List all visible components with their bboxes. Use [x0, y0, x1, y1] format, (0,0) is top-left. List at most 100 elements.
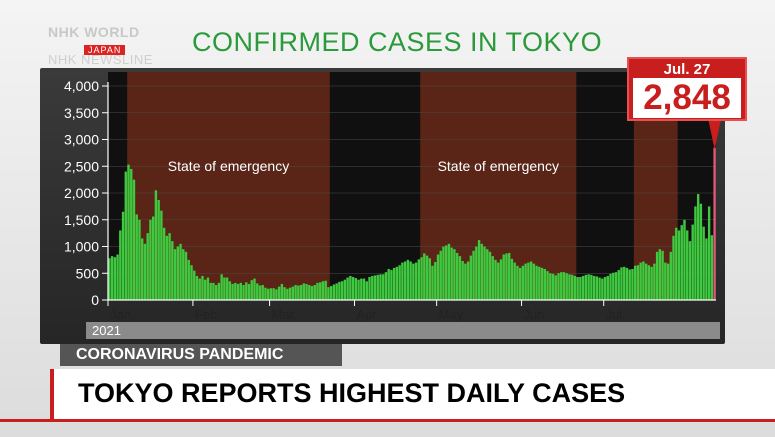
bar — [538, 266, 541, 300]
bar — [294, 285, 297, 300]
bar — [439, 250, 442, 300]
bar — [286, 288, 289, 300]
bar — [453, 249, 456, 300]
x-tick-label: May — [439, 307, 464, 322]
bar — [631, 268, 634, 300]
bar — [675, 227, 678, 300]
bar — [116, 254, 119, 300]
bar — [234, 282, 237, 300]
bar — [225, 277, 229, 300]
bar — [409, 261, 412, 300]
bar — [236, 283, 240, 300]
bar — [466, 261, 470, 300]
bar — [165, 235, 169, 300]
bar — [469, 255, 473, 300]
bar — [256, 283, 259, 300]
bar — [417, 259, 421, 300]
bar — [472, 250, 475, 300]
bar — [250, 280, 253, 300]
bar — [688, 241, 692, 300]
bar — [669, 251, 672, 300]
y-tick-label: 2,000 — [64, 185, 99, 201]
bar — [299, 285, 303, 300]
bar — [143, 243, 147, 300]
bar — [570, 274, 574, 300]
bar — [360, 278, 363, 300]
bar — [581, 275, 585, 300]
x-tick-label: Jun. — [524, 307, 549, 322]
bar — [132, 179, 136, 300]
bar — [412, 263, 415, 300]
bar — [598, 277, 601, 300]
bar — [124, 171, 127, 300]
bottom-accent-line — [0, 419, 775, 422]
bar — [272, 288, 275, 300]
bar — [458, 256, 462, 300]
bar — [554, 275, 557, 300]
bar — [521, 265, 525, 300]
bar — [135, 214, 138, 300]
bar — [351, 276, 355, 300]
bar — [592, 275, 596, 300]
x-tick-label: Jul. — [606, 307, 626, 322]
bar — [497, 262, 500, 300]
bar — [617, 270, 620, 300]
bar — [176, 246, 180, 300]
bar — [275, 289, 278, 300]
bar — [390, 270, 393, 300]
bar — [642, 261, 645, 300]
bar — [403, 261, 407, 300]
bar — [633, 265, 637, 300]
callout-value: 2,848 — [633, 78, 741, 118]
bar — [414, 262, 418, 300]
bar — [321, 281, 325, 300]
y-tick-label: 1,500 — [64, 212, 99, 228]
bar — [568, 274, 571, 300]
bar — [154, 190, 158, 300]
bar — [423, 253, 426, 300]
bar — [551, 273, 555, 300]
bar — [179, 243, 182, 300]
bar — [420, 257, 423, 300]
bar — [357, 279, 360, 300]
bar — [699, 203, 703, 300]
bar — [168, 233, 171, 300]
y-tick-label: 0 — [91, 292, 99, 308]
bar — [696, 194, 700, 300]
bar — [201, 275, 204, 300]
bar — [313, 285, 316, 300]
bar — [609, 273, 612, 300]
bar — [247, 283, 251, 300]
bar — [650, 266, 653, 300]
bar — [171, 241, 174, 300]
bar — [204, 279, 207, 300]
bar — [373, 275, 377, 300]
bar — [431, 265, 434, 300]
bar — [302, 283, 305, 300]
bar — [280, 283, 284, 300]
bar — [327, 287, 330, 300]
bar — [316, 282, 319, 300]
bar — [340, 281, 344, 300]
program-name: NHK NEWSLINE — [48, 52, 153, 67]
bar — [620, 267, 623, 300]
bar — [461, 260, 464, 300]
bar — [382, 274, 385, 300]
bar — [362, 278, 366, 300]
bar — [182, 249, 185, 300]
bar — [447, 243, 451, 300]
bar — [546, 271, 549, 300]
bar — [146, 233, 149, 300]
bar — [384, 272, 388, 300]
bar — [434, 262, 437, 300]
bar — [190, 265, 193, 300]
bar — [707, 206, 711, 300]
bar — [540, 267, 544, 300]
bar — [113, 257, 117, 300]
bar — [612, 272, 615, 300]
bar — [560, 272, 563, 300]
bar — [661, 250, 664, 300]
bar — [379, 274, 382, 300]
bar — [398, 265, 401, 300]
bar — [527, 262, 530, 300]
